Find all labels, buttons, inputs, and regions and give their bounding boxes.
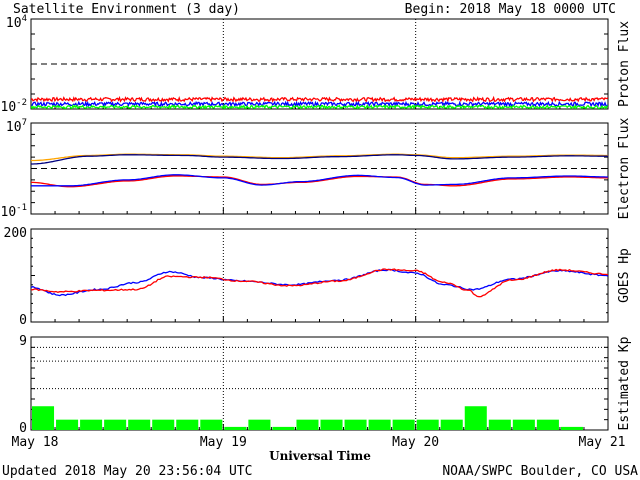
updated-timestamp: Updated 2018 May 20 23:56:04 UTC [2, 464, 252, 479]
kp-bar [536, 419, 559, 430]
estimated-kp-plot-area [32, 406, 583, 430]
proton-flux-y-tick-label: 10-2 [1, 98, 28, 115]
goes-hp-y-label: GOES Hp [617, 248, 632, 303]
kp-bar [416, 419, 439, 430]
kp-bar [464, 406, 487, 430]
x-tick-label: May 18 [12, 435, 59, 450]
figure-title: Satellite Environment (3 day) [13, 2, 240, 17]
proton-flux-series-line [31, 103, 608, 109]
kp-bar [80, 419, 103, 430]
proton-flux-series-line [31, 95, 608, 103]
kp-bar [320, 419, 343, 430]
kp-bar [344, 419, 367, 430]
proton-flux-panel: 104 10-2 Proton Flux [1, 14, 633, 115]
proton-flux-plot-area [31, 95, 608, 109]
kp-bar [440, 419, 463, 430]
kp-bar [296, 419, 319, 430]
kp-bar [104, 419, 127, 430]
kp-bar [200, 419, 223, 430]
goes-hp-series-line [31, 268, 608, 298]
goes-hp-y-tick-label: 200 [4, 226, 27, 241]
electron-flux-y-tick-label: 107 [6, 118, 27, 135]
kp-bar [176, 419, 199, 430]
electron-flux-series-line [31, 174, 608, 187]
electron-flux-series-line [31, 154, 608, 165]
electron-flux-series-line [31, 175, 608, 188]
kp-bar [368, 419, 391, 430]
proton-flux-y-tick-label: 104 [6, 14, 27, 31]
goes-hp-plot-area [31, 268, 608, 298]
electron-flux-plot-area [31, 153, 608, 188]
kp-bar [224, 426, 247, 430]
kp-bar [152, 419, 175, 430]
electron-flux-y-tick-label: 10-1 [1, 203, 28, 220]
kp-bar [32, 406, 55, 430]
kp-bar [560, 426, 583, 430]
goes-hp-y-tick-label: 0 [19, 313, 27, 328]
x-tick-label: May 19 [200, 435, 247, 450]
kp-bar [488, 419, 511, 430]
electron-flux-panel: 107 10-1 Electron Flux [1, 117, 633, 220]
x-tick-label: May 20 [392, 435, 439, 450]
panels: 104 10-2 Proton Flux 107 10-1 Electron Flux 20… [1, 14, 633, 436]
proton-flux-series-line [31, 100, 608, 109]
kp-bar [128, 419, 151, 430]
estimated-kp-y-tick-label: 0 [19, 421, 27, 436]
estimated-kp-y-tick-label: 9 [19, 334, 27, 349]
kp-bar [512, 419, 535, 430]
x-tick-labels: May 18 May 19 May 20 May 21 [12, 435, 626, 450]
kp-bar [392, 419, 415, 430]
kp-bar [248, 419, 271, 430]
begin-time: Begin: 2018 May 18 0000 UTC [405, 2, 616, 17]
estimated-kp-y-label: Estimated Kp [617, 336, 632, 430]
x-axis-label: Universal Time [269, 449, 371, 463]
goes-hp-frame [30, 228, 609, 323]
proton-flux-y-label: Proton Flux [617, 21, 632, 107]
goes-hp-panel: 200 0 GOES Hp [4, 226, 632, 328]
estimated-kp-frame [30, 336, 609, 431]
x-tick-label: May 21 [579, 435, 626, 450]
estimated-kp-panel: 9 0 Estimated Kp [19, 334, 632, 436]
kp-bar [272, 426, 295, 430]
credit-line: NOAA/SWPC Boulder, CO USA [442, 464, 638, 479]
electron-flux-y-label: Electron Flux [617, 117, 632, 219]
kp-bar [56, 419, 79, 430]
goes-hp-series-line [31, 268, 608, 297]
